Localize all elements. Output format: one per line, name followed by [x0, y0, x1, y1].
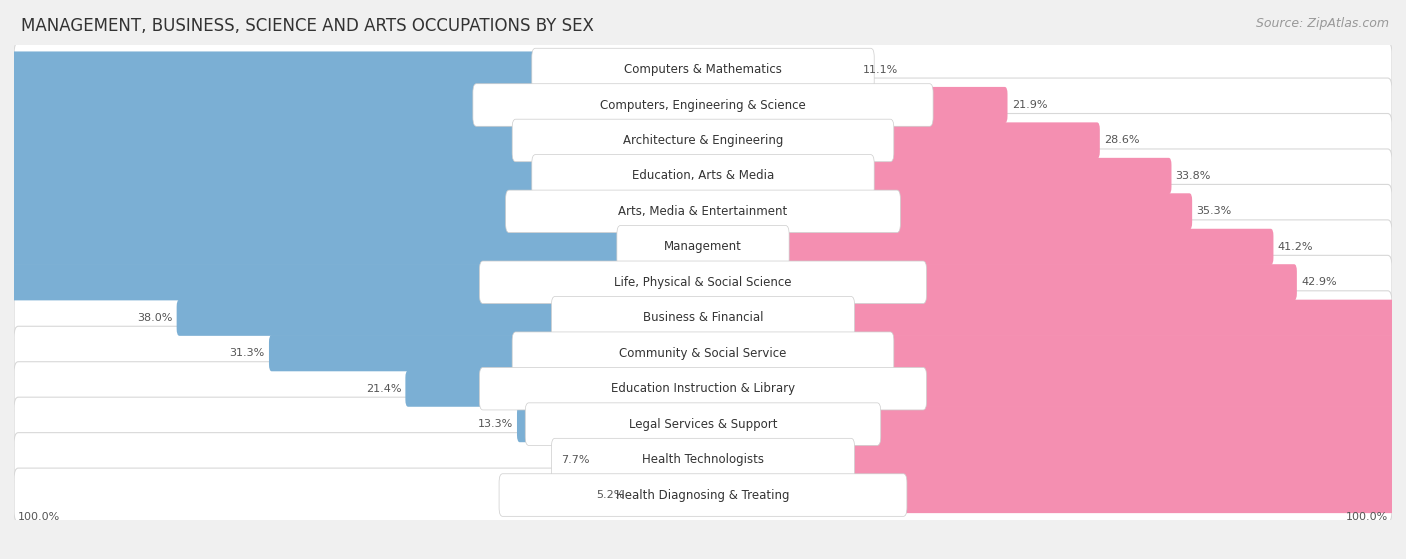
FancyBboxPatch shape	[0, 229, 706, 265]
FancyBboxPatch shape	[14, 362, 1392, 416]
FancyBboxPatch shape	[551, 296, 855, 339]
Text: Life, Physical & Social Science: Life, Physical & Social Science	[614, 276, 792, 289]
Text: 42.9%: 42.9%	[1301, 277, 1337, 287]
FancyBboxPatch shape	[531, 48, 875, 91]
Text: Community & Social Service: Community & Social Service	[619, 347, 787, 359]
FancyBboxPatch shape	[700, 122, 1099, 159]
FancyBboxPatch shape	[700, 193, 1192, 229]
Text: Education Instruction & Library: Education Instruction & Library	[612, 382, 794, 395]
FancyBboxPatch shape	[0, 87, 706, 123]
FancyBboxPatch shape	[700, 442, 1406, 478]
FancyBboxPatch shape	[0, 193, 706, 229]
FancyBboxPatch shape	[269, 335, 706, 371]
FancyBboxPatch shape	[531, 155, 875, 197]
FancyBboxPatch shape	[700, 158, 1171, 194]
FancyBboxPatch shape	[14, 397, 1392, 451]
FancyBboxPatch shape	[512, 119, 894, 162]
FancyBboxPatch shape	[0, 51, 706, 88]
Text: 7.7%: 7.7%	[561, 454, 591, 465]
Text: 31.3%: 31.3%	[229, 348, 264, 358]
FancyBboxPatch shape	[14, 149, 1392, 203]
FancyBboxPatch shape	[551, 438, 855, 481]
FancyBboxPatch shape	[700, 264, 1296, 300]
FancyBboxPatch shape	[617, 226, 789, 268]
FancyBboxPatch shape	[700, 335, 1406, 371]
FancyBboxPatch shape	[14, 78, 1392, 132]
FancyBboxPatch shape	[405, 371, 706, 407]
FancyBboxPatch shape	[512, 332, 894, 375]
FancyBboxPatch shape	[700, 300, 1406, 336]
FancyBboxPatch shape	[499, 474, 907, 517]
FancyBboxPatch shape	[14, 326, 1392, 380]
Legend: Male, Female: Male, Female	[633, 557, 773, 559]
Text: Management: Management	[664, 240, 742, 253]
FancyBboxPatch shape	[14, 184, 1392, 238]
FancyBboxPatch shape	[700, 477, 1406, 513]
Text: 28.6%: 28.6%	[1104, 135, 1139, 145]
Text: Health Technologists: Health Technologists	[643, 453, 763, 466]
Text: 13.3%: 13.3%	[478, 419, 513, 429]
FancyBboxPatch shape	[0, 158, 706, 194]
Text: 21.9%: 21.9%	[1012, 100, 1047, 110]
FancyBboxPatch shape	[14, 291, 1392, 345]
Text: Legal Services & Support: Legal Services & Support	[628, 418, 778, 430]
FancyBboxPatch shape	[700, 229, 1274, 265]
FancyBboxPatch shape	[479, 367, 927, 410]
Text: 100.0%: 100.0%	[18, 512, 60, 522]
FancyBboxPatch shape	[14, 468, 1392, 522]
Text: Computers & Mathematics: Computers & Mathematics	[624, 63, 782, 76]
FancyBboxPatch shape	[595, 442, 706, 478]
FancyBboxPatch shape	[700, 51, 859, 88]
FancyBboxPatch shape	[628, 477, 706, 513]
FancyBboxPatch shape	[472, 84, 934, 126]
Text: Computers, Engineering & Science: Computers, Engineering & Science	[600, 98, 806, 111]
FancyBboxPatch shape	[506, 190, 900, 233]
FancyBboxPatch shape	[177, 300, 706, 336]
FancyBboxPatch shape	[14, 433, 1392, 486]
FancyBboxPatch shape	[700, 371, 1406, 407]
Text: 21.4%: 21.4%	[366, 383, 401, 394]
FancyBboxPatch shape	[14, 255, 1392, 309]
Text: Business & Financial: Business & Financial	[643, 311, 763, 324]
FancyBboxPatch shape	[14, 220, 1392, 274]
Text: Source: ZipAtlas.com: Source: ZipAtlas.com	[1256, 17, 1389, 30]
FancyBboxPatch shape	[700, 87, 1008, 123]
FancyBboxPatch shape	[0, 264, 706, 300]
Text: 5.2%: 5.2%	[596, 490, 624, 500]
Text: Health Diagnosing & Treating: Health Diagnosing & Treating	[616, 489, 790, 501]
FancyBboxPatch shape	[0, 122, 706, 159]
FancyBboxPatch shape	[14, 113, 1392, 167]
FancyBboxPatch shape	[517, 406, 706, 442]
FancyBboxPatch shape	[700, 406, 1406, 442]
Text: 33.8%: 33.8%	[1175, 171, 1211, 181]
Text: Architecture & Engineering: Architecture & Engineering	[623, 134, 783, 147]
FancyBboxPatch shape	[526, 403, 880, 446]
Text: Education, Arts & Media: Education, Arts & Media	[631, 169, 775, 182]
Text: 35.3%: 35.3%	[1197, 206, 1232, 216]
Text: 38.0%: 38.0%	[138, 312, 173, 323]
Text: 11.1%: 11.1%	[863, 64, 898, 74]
FancyBboxPatch shape	[479, 261, 927, 304]
Text: MANAGEMENT, BUSINESS, SCIENCE AND ARTS OCCUPATIONS BY SEX: MANAGEMENT, BUSINESS, SCIENCE AND ARTS O…	[21, 17, 593, 35]
Text: Arts, Media & Entertainment: Arts, Media & Entertainment	[619, 205, 787, 218]
Text: 100.0%: 100.0%	[1346, 512, 1388, 522]
Text: 41.2%: 41.2%	[1278, 242, 1313, 252]
FancyBboxPatch shape	[14, 42, 1392, 97]
